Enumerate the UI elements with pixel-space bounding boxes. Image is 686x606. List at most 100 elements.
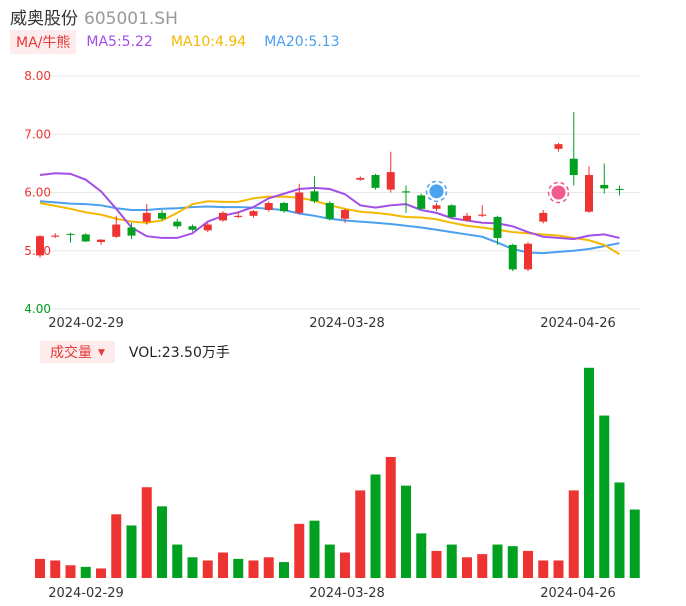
volume-bar — [309, 520, 320, 578]
candle-body — [493, 216, 502, 238]
volume-bar — [141, 487, 152, 578]
candle-body — [478, 214, 487, 216]
volume-x-tick-label: 2024-04-26 — [540, 586, 616, 601]
candle-body — [447, 205, 456, 217]
candle-body — [371, 175, 380, 188]
candle-body — [554, 144, 563, 149]
volume-bar — [202, 560, 213, 578]
volume-indicator-dropdown[interactable]: 成交量 ▼ — [40, 341, 115, 363]
candle-body — [112, 224, 121, 237]
candle-body — [66, 233, 75, 235]
volume-bar — [218, 552, 228, 578]
candle-body — [249, 211, 258, 216]
candle-body — [600, 184, 609, 189]
candle-body — [310, 191, 319, 202]
candle-body — [417, 195, 426, 209]
volume-bar — [248, 560, 259, 578]
candle-body — [539, 212, 548, 222]
volume-bar — [80, 566, 91, 578]
candle-body — [36, 236, 44, 256]
candle-body — [280, 202, 288, 212]
volume-bar — [157, 506, 167, 578]
candle-body — [508, 244, 517, 270]
volume-bar — [599, 415, 610, 578]
volume-bar — [35, 558, 45, 578]
stock-code: 605001.SH — [84, 9, 178, 29]
volume-bar — [279, 562, 289, 578]
volume-bar — [538, 560, 549, 578]
y-tick-label: 7.00 — [24, 127, 51, 141]
event-marker-icon — [551, 185, 566, 200]
candle-body — [386, 172, 395, 190]
volume-x-tick-label: 2024-03-28 — [309, 586, 385, 601]
volume-bar — [187, 557, 198, 578]
volume-bar — [401, 485, 411, 578]
candle-body — [615, 189, 624, 191]
volume-bar — [340, 552, 350, 578]
ma-legend: MA/牛熊 MA5:5.22 MA10:4.94 MA20:5.13 — [10, 30, 358, 54]
candle-body — [356, 177, 365, 180]
ma5-legend: MA5:5.22 — [86, 34, 153, 50]
candle-body — [569, 158, 578, 176]
event-marker-icon — [429, 184, 444, 199]
candle-body — [432, 205, 441, 209]
volume-bar — [614, 482, 625, 578]
volume-bar — [568, 490, 579, 578]
volume-dropdown-label: 成交量 — [50, 345, 92, 361]
volume-bar — [446, 544, 457, 578]
candle-body — [127, 227, 136, 236]
candle-body — [234, 215, 243, 217]
candle-body — [325, 202, 334, 219]
volume-bar — [553, 560, 564, 578]
candle-body — [158, 212, 166, 219]
volume-bar — [477, 554, 488, 578]
volume-bar — [523, 550, 533, 578]
candle-body — [341, 209, 349, 219]
candle-body — [219, 212, 227, 221]
candle-body — [142, 212, 151, 222]
candle-body — [463, 215, 471, 221]
volume-bar — [416, 533, 427, 578]
volume-bar — [324, 544, 335, 578]
volume-bar — [111, 514, 122, 578]
candle-body — [203, 224, 212, 231]
volume-bar — [96, 568, 106, 578]
volume-bar — [629, 509, 640, 578]
volume-bar — [126, 525, 137, 578]
event-marker-icon-ring — [425, 180, 448, 203]
y-tick-label: 6.00 — [24, 186, 51, 200]
y-tick-label: 4.00 — [24, 302, 51, 316]
volume-bar — [263, 557, 274, 578]
ma10-legend: MA10:4.94 — [170, 34, 247, 50]
candle-body — [524, 243, 532, 270]
candle-body — [585, 175, 593, 212]
price-x-tick-label: 2024-04-26 — [540, 316, 616, 331]
candle-body — [402, 191, 410, 193]
price-x-tick-label: 2024-02-29 — [48, 316, 124, 331]
volume-bar — [385, 456, 396, 578]
volume-bar — [584, 367, 594, 578]
candle-body — [51, 235, 60, 237]
volume-bar — [355, 490, 366, 578]
candle-body — [295, 192, 304, 213]
candle-body — [173, 221, 182, 227]
stock-name: 威奥股份 — [10, 9, 78, 29]
volume-bar — [294, 523, 305, 578]
candle-body — [264, 202, 273, 210]
volume-bar — [462, 557, 472, 578]
volume-bar — [370, 474, 381, 578]
volume-value: VOL:23.50万手 — [128, 345, 230, 361]
volume-legend: 成交量 ▼ VOL:23.50万手 — [40, 341, 230, 363]
stock-title: 威奥股份 605001.SH — [10, 4, 178, 29]
volume-bar — [172, 544, 183, 578]
candle-body — [97, 239, 105, 243]
volume-bar — [431, 550, 442, 578]
y-tick-label: 8.00 — [24, 69, 51, 83]
candle-body — [188, 226, 197, 230]
ma-toggle-button[interactable]: MA/牛熊 — [10, 30, 77, 54]
event-marker-icon-ring — [547, 181, 570, 204]
chevron-down-icon: ▼ — [98, 348, 105, 358]
ma5-line — [39, 172, 620, 241]
volume-bar — [492, 544, 503, 578]
